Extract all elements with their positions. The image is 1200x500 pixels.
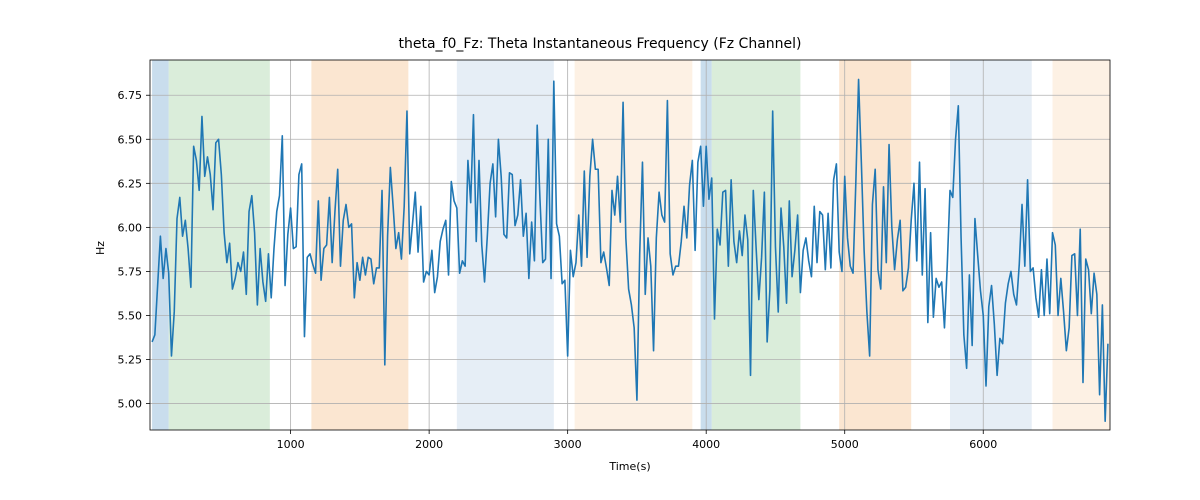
x-tick-label: 5000: [831, 438, 859, 451]
background-band: [457, 60, 554, 430]
y-tick-label: 5.50: [118, 309, 143, 322]
x-tick-label: 2000: [415, 438, 443, 451]
plot-area: 1000 2000 3000 4000 5000 6000 5.00 5.25 5.50 5.75…: [0, 0, 1200, 500]
y-tick-label: 5.25: [118, 354, 143, 367]
x-tick-label: 3000: [554, 438, 582, 451]
background-band: [575, 60, 693, 430]
y-tick-label: 6.25: [118, 177, 143, 190]
y-tick-label: 6.75: [118, 89, 143, 102]
x-tick-label: 1000: [277, 438, 305, 451]
y-tick-label: 5.75: [118, 265, 143, 278]
y-tick-label: 5.00: [118, 398, 143, 411]
figure: theta_f0_Fz: Theta Instantaneous Frequen…: [0, 0, 1200, 500]
y-tick-label: 6.50: [118, 133, 143, 146]
x-tick-label: 6000: [969, 438, 997, 451]
y-tick-label: 6.00: [118, 221, 143, 234]
x-tick-label: 4000: [692, 438, 720, 451]
